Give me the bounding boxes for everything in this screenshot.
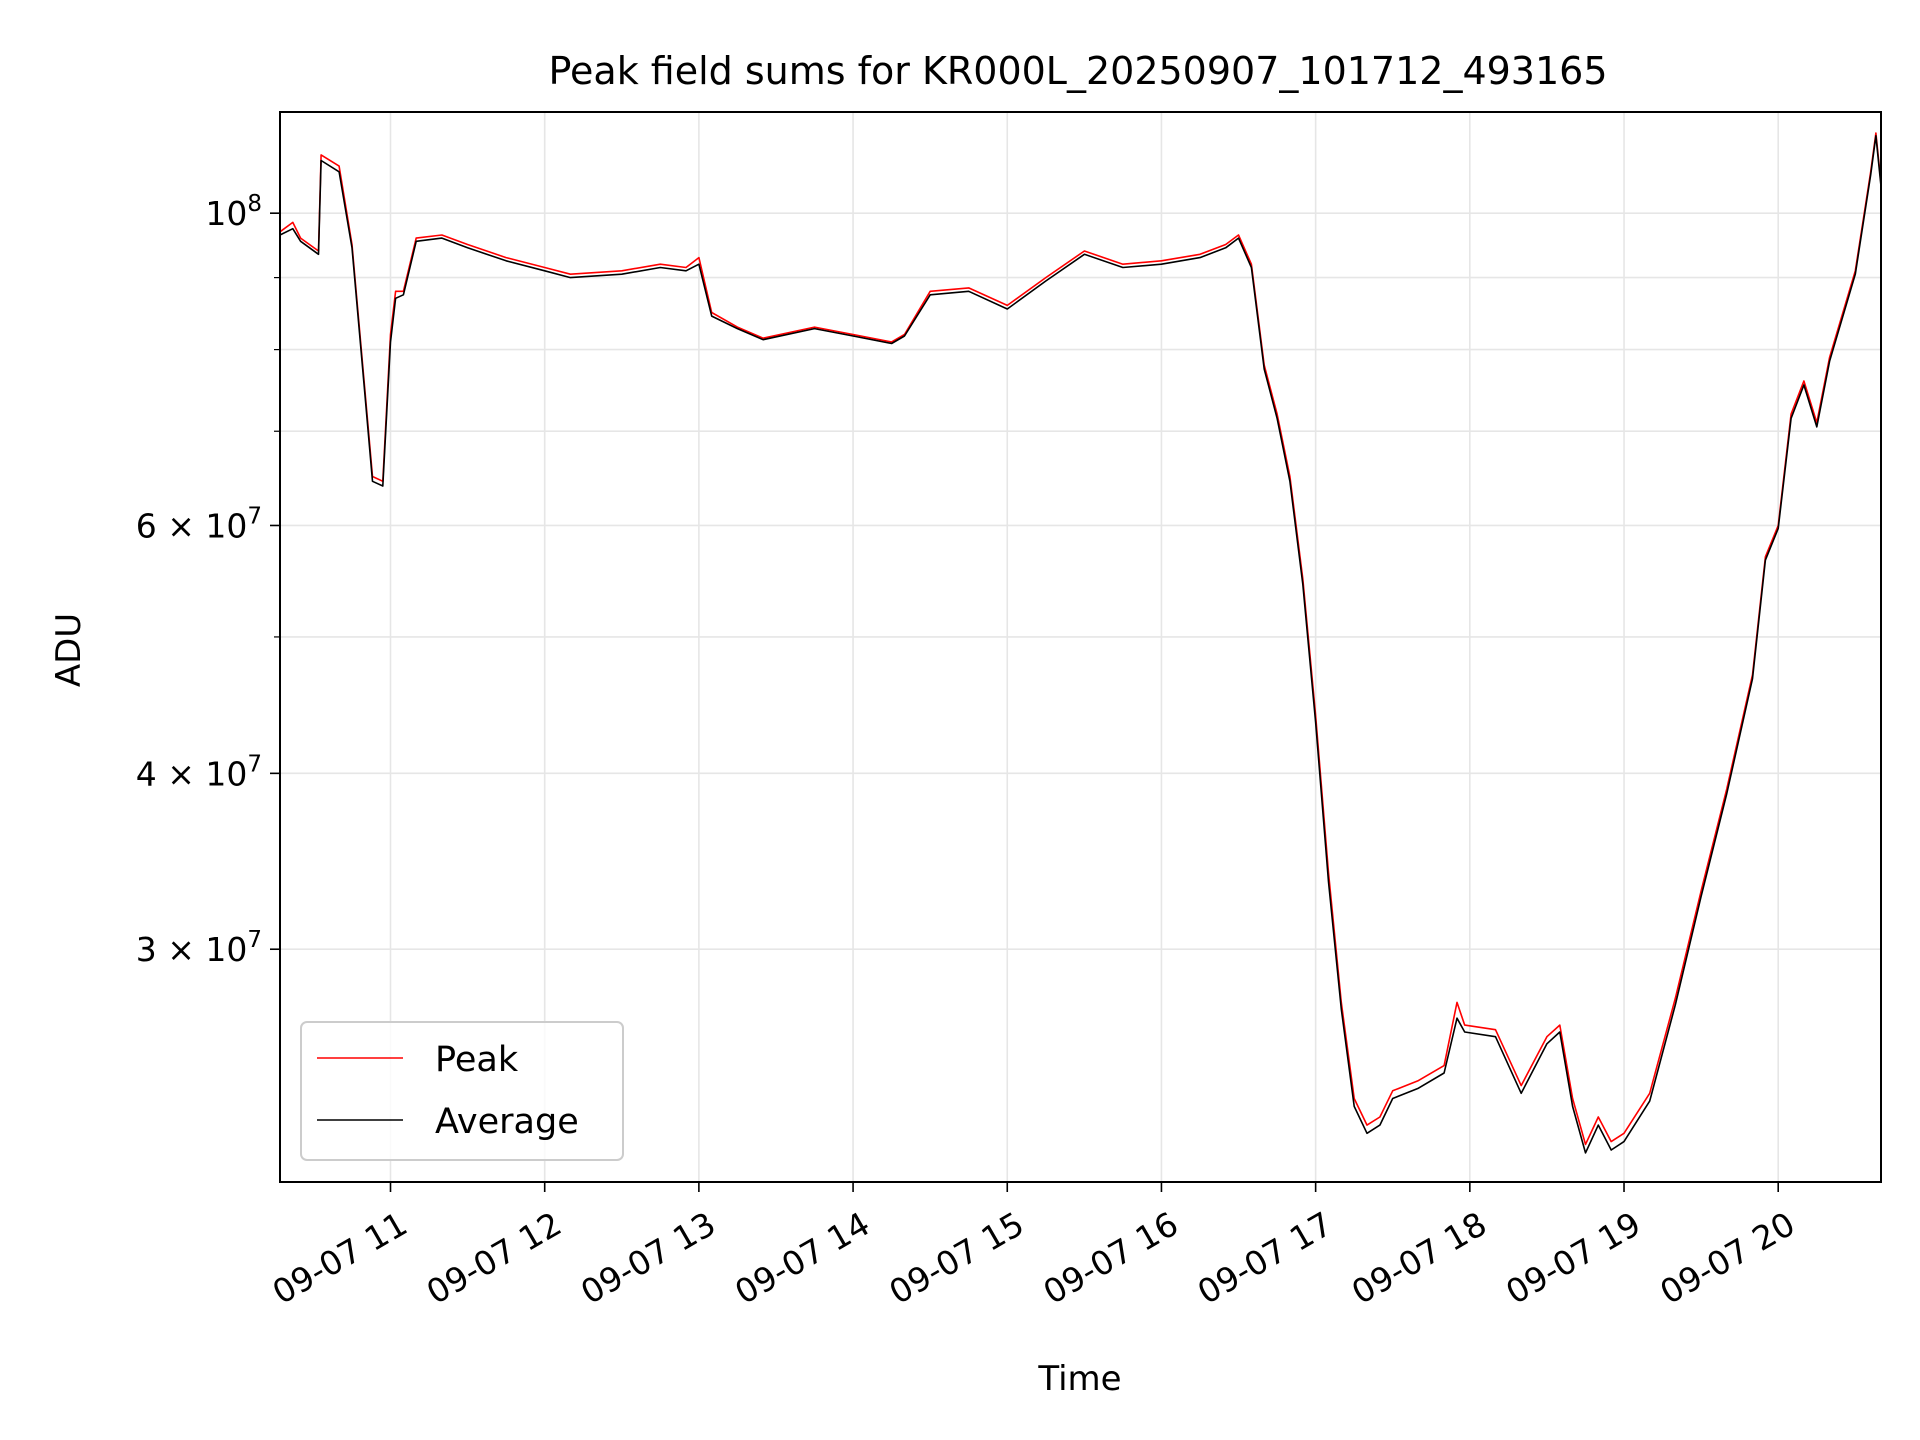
series-line-peak [279,132,1882,1146]
y-tick-label: 6 × 107 [136,503,262,545]
legend: Peak Average [300,1021,624,1161]
y-tick-label: 3 × 107 [136,927,262,969]
gridlines [280,112,1881,1182]
y-axis: 3 × 107 4 × 107 6 × 107 108 [136,191,280,969]
y-tick-label: 108 [205,191,262,233]
series-lines [279,132,1882,1154]
y-tick-label: 4 × 107 [136,751,262,793]
legend-box [300,1021,624,1161]
legend-label-peak: Peak [435,1040,519,1080]
chart-title: Peak field sums for KR000L_20250907_1017… [548,49,1607,93]
series-line-average [279,135,1882,1154]
x-axis-label: Time [1037,1359,1121,1399]
plot-area-frame [279,111,1882,1183]
y-axis-label: ADU [49,613,89,687]
legend-label-average: Average [435,1102,579,1142]
